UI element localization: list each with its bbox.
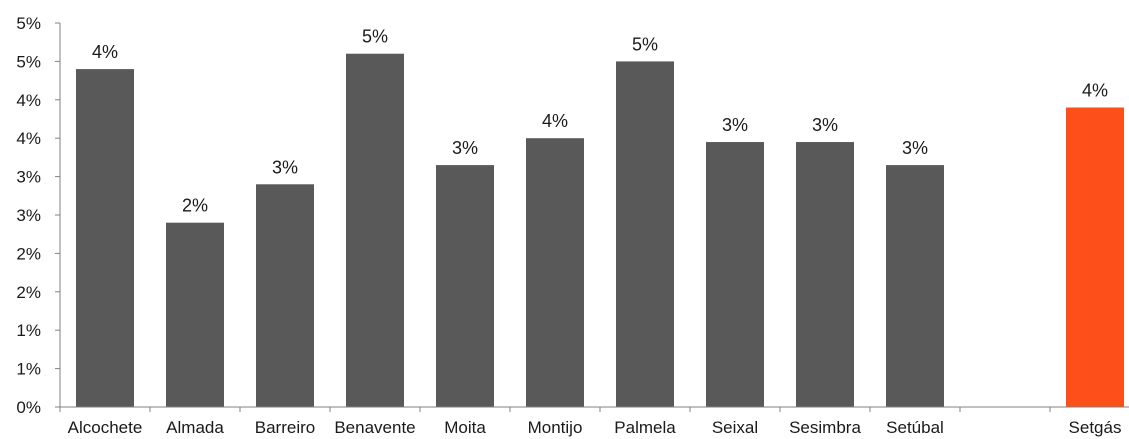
data-labels: 4% 2% 3% 5% 3% 4% 5% 3% 3% 3% 4%: [92, 27, 1108, 216]
y-tick-label: 0%: [16, 398, 41, 417]
x-category-label: Almada: [166, 418, 224, 437]
bar: [526, 138, 584, 407]
y-tick-label: 1%: [16, 360, 41, 379]
bar: [616, 61, 674, 408]
bar: [436, 165, 494, 407]
x-category-label: Benavente: [334, 418, 415, 437]
bar: [1066, 107, 1124, 407]
bar-data-label: 3%: [722, 115, 748, 135]
bar-data-label: 2%: [182, 196, 208, 216]
x-category-label: Setúbal: [886, 418, 944, 437]
bars: [76, 53, 1124, 408]
bar: [346, 53, 404, 407]
x-category-label: Seixal: [712, 418, 758, 437]
y-tick-label: 5%: [16, 14, 41, 33]
bar-data-label: 5%: [362, 27, 388, 47]
x-category-label: Barreiro: [255, 418, 315, 437]
y-tick-label: 5%: [16, 52, 41, 71]
bar-data-label: 5%: [632, 34, 658, 54]
x-axis: Alcochete Almada Barreiro Benavente Moita Mon…: [59, 406, 1129, 437]
y-tick-label: 4%: [16, 129, 41, 148]
y-tick-label: 1%: [16, 321, 41, 340]
bar-data-label: 4%: [92, 42, 118, 62]
bar-data-label: 3%: [902, 138, 928, 158]
bar: [166, 222, 224, 407]
y-tick-label: 3%: [16, 168, 41, 187]
x-category-label: Moita: [444, 418, 486, 437]
y-tick-label: 4%: [16, 91, 41, 110]
y-tick-label: 2%: [16, 244, 41, 263]
x-category-label: Palmela: [614, 418, 676, 437]
x-category-label: Montijo: [528, 418, 583, 437]
bar-data-label: 3%: [272, 157, 298, 177]
x-category-label: Alcochete: [68, 418, 143, 437]
x-category-label: Sesimbra: [789, 418, 861, 437]
bar: [706, 142, 764, 408]
x-category-label: Setgás: [1069, 418, 1122, 437]
bar-data-label: 3%: [452, 138, 478, 158]
y-tick-label: 2%: [16, 283, 41, 302]
bar-data-label: 3%: [812, 115, 838, 135]
bar: [76, 69, 134, 407]
y-axis: 0% 1% 1% 2% 2% 3% 3% 4% 4% 5% 5%: [16, 14, 61, 417]
bar: [886, 165, 944, 407]
bar-data-label: 4%: [542, 111, 568, 131]
bar-data-label: 4%: [1082, 80, 1108, 100]
bar: [796, 142, 854, 408]
y-tick-label: 3%: [16, 206, 41, 225]
bar: [256, 184, 314, 407]
